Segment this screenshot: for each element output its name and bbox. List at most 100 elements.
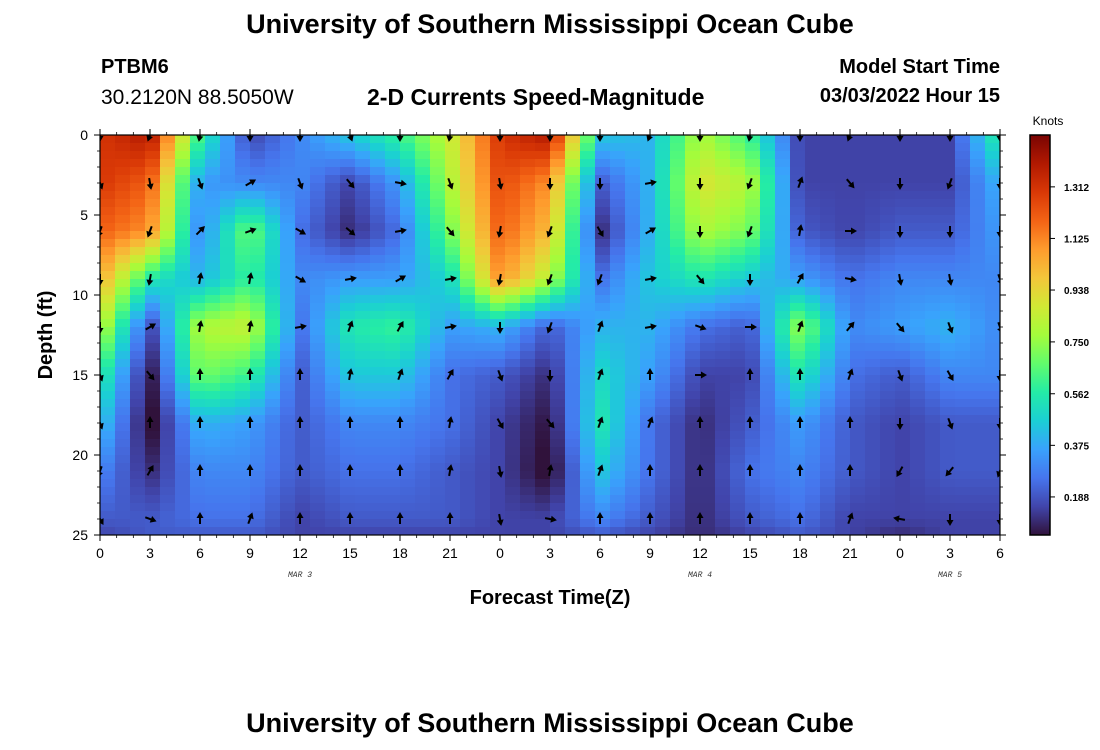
current-arrow (196, 368, 204, 380)
heatmap-cell (985, 247, 1000, 256)
heatmap-cell (265, 487, 281, 496)
heatmap-cell (325, 295, 341, 304)
heatmap-cell (745, 495, 761, 504)
heatmap-cell (460, 319, 476, 328)
heatmap-cell (385, 231, 401, 240)
heatmap-cell (850, 175, 866, 184)
heatmap-cell (955, 295, 971, 304)
heatmap-cell (805, 343, 821, 352)
heatmap-cell (115, 471, 131, 480)
heatmap-cell (655, 479, 671, 488)
heatmap-cell (730, 367, 746, 376)
heatmap-cell (700, 191, 716, 200)
heatmap-cell (625, 423, 641, 432)
heatmap-cell (265, 191, 281, 200)
heatmap-cell (865, 271, 881, 280)
heatmap-cell (895, 479, 911, 488)
heatmap-cell (430, 367, 446, 376)
heatmap-cell (130, 191, 146, 200)
heatmap-cell (730, 511, 746, 520)
heatmap-cell (745, 391, 761, 400)
heatmap-cell (145, 167, 161, 176)
heatmap-cell (610, 215, 626, 224)
heatmap-cell (370, 175, 386, 184)
heatmap-cell (520, 367, 536, 376)
heatmap-cell (805, 431, 821, 440)
heatmap-cell (280, 479, 296, 488)
heatmap-cell (865, 255, 881, 264)
heatmap-cell (595, 207, 611, 216)
heatmap-cell (745, 447, 761, 456)
heatmap-cell (850, 279, 866, 288)
heatmap-cell (925, 175, 941, 184)
heatmap-cell (670, 239, 686, 248)
heatmap-cell (490, 199, 506, 208)
heatmap-cell (130, 367, 146, 376)
heatmap-cell (595, 495, 611, 504)
heatmap-cell (220, 199, 236, 208)
heatmap-cell (775, 199, 791, 208)
heatmap-cell (790, 519, 806, 528)
heatmap-cell (625, 159, 641, 168)
heatmap-cell (100, 143, 116, 152)
heatmap-cell (520, 375, 536, 384)
heatmap-cell (190, 503, 206, 512)
heatmap-cell (295, 271, 311, 280)
heatmap-cell (595, 175, 611, 184)
heatmap-cell (850, 167, 866, 176)
heatmap-cell (820, 527, 836, 535)
current-arrow (246, 368, 254, 380)
heatmap-cell (310, 455, 326, 464)
heatmap-cell (820, 191, 836, 200)
heatmap-cell (640, 231, 656, 240)
heatmap-cell (385, 407, 401, 416)
heatmap-cell (505, 311, 521, 320)
current-arrow (196, 272, 204, 285)
heatmap-cell (490, 479, 506, 488)
heatmap-cell (955, 471, 971, 480)
heatmap-cell (190, 271, 206, 280)
current-arrow (846, 321, 855, 332)
heatmap-cell (220, 471, 236, 480)
heatmap-cell (400, 503, 416, 512)
heatmap-cell (970, 303, 986, 312)
heatmap-cell (415, 239, 431, 248)
heatmap-cell (505, 255, 521, 264)
heatmap-cell (295, 151, 311, 160)
heatmap-cell (535, 319, 551, 328)
heatmap-cell (475, 463, 491, 472)
heatmap-cell (745, 327, 761, 336)
heatmap-cell (805, 247, 821, 256)
heatmap-cell (475, 375, 491, 384)
heatmap-cell (580, 527, 596, 535)
heatmap-cell (550, 503, 566, 512)
heatmap-cell (640, 191, 656, 200)
heatmap-cell (325, 207, 341, 216)
heatmap-cell (880, 447, 896, 456)
current-arrow (695, 371, 707, 379)
heatmap-cell (955, 383, 971, 392)
heatmap-cell (385, 447, 401, 456)
heatmap-cell (370, 479, 386, 488)
heatmap-cell (265, 207, 281, 216)
heatmap-cell (445, 159, 461, 168)
heatmap-cell (400, 167, 416, 176)
colorbar: Knots 0.1880.3750.5620.7500.9381.1251.31… (1029, 114, 1089, 536)
heatmap-cell (490, 455, 506, 464)
heatmap-cell (340, 415, 356, 424)
heatmap-cell (505, 207, 521, 216)
heatmap-cell (865, 351, 881, 360)
heatmap-cell (535, 383, 551, 392)
heatmap-cell (295, 359, 311, 368)
heatmap-cell (100, 159, 116, 168)
heatmap-cell (550, 159, 566, 168)
heatmap-cell (910, 487, 926, 496)
heatmap-cell (265, 319, 281, 328)
heatmap-cell (205, 175, 221, 184)
heatmap-cell (745, 223, 761, 232)
heatmap-cell (655, 415, 671, 424)
heatmap-cell (715, 359, 731, 368)
heatmap-cell (400, 223, 416, 232)
heatmap-cell (865, 287, 881, 296)
heatmap-cell (430, 359, 446, 368)
